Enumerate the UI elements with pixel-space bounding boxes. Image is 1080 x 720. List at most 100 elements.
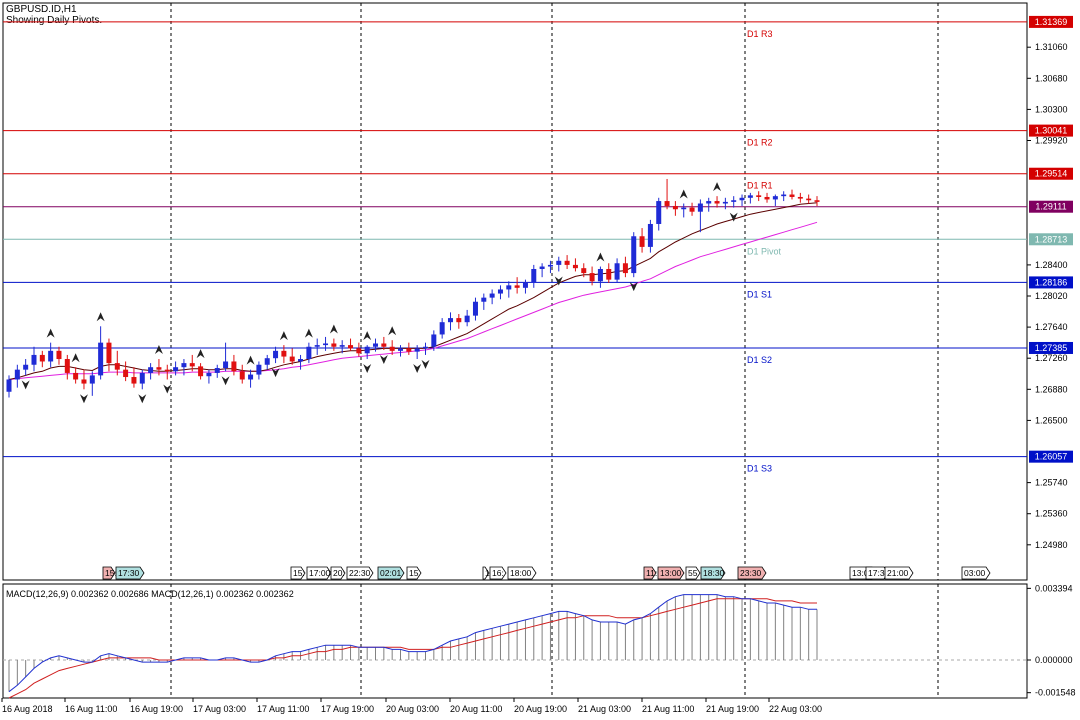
candle-body[interactable] <box>381 343 387 347</box>
candle-body[interactable] <box>64 359 70 373</box>
event-tag[interactable] <box>737 566 767 580</box>
candle-body[interactable] <box>456 318 462 323</box>
candle-body[interactable] <box>806 198 812 201</box>
event-tag[interactable] <box>306 566 332 580</box>
event-tag[interactable] <box>482 566 490 580</box>
candle-body[interactable] <box>173 367 179 372</box>
candle-body[interactable] <box>264 358 270 365</box>
candle-body[interactable] <box>14 369 20 380</box>
candle-body[interactable] <box>131 377 137 384</box>
candle-body[interactable] <box>497 289 503 294</box>
candle-body[interactable] <box>739 197 745 201</box>
candle-body[interactable] <box>756 195 762 197</box>
event-tag[interactable] <box>884 566 914 580</box>
candle-body[interactable] <box>506 285 512 290</box>
candle-body[interactable] <box>39 354 45 362</box>
candle-body[interactable] <box>547 264 553 267</box>
candle-body[interactable] <box>781 194 787 197</box>
candle-body[interactable] <box>772 196 778 200</box>
candle-body[interactable] <box>389 346 395 351</box>
candle-body[interactable] <box>797 196 803 199</box>
candle-body[interactable] <box>206 372 212 377</box>
candle-body[interactable] <box>331 343 337 347</box>
candle-body[interactable] <box>181 363 187 368</box>
candle-body[interactable] <box>56 350 62 360</box>
candle-body[interactable] <box>522 282 528 288</box>
candle-body[interactable] <box>123 369 129 378</box>
candle-body[interactable] <box>472 301 478 316</box>
event-tag[interactable] <box>489 566 507 580</box>
candle-body[interactable] <box>298 359 304 362</box>
candle-body[interactable] <box>214 368 220 373</box>
candle-body[interactable] <box>289 356 295 362</box>
candle-body[interactable] <box>106 342 112 364</box>
event-tag[interactable] <box>643 566 657 580</box>
candle-body[interactable] <box>406 348 412 352</box>
event-tag[interactable] <box>961 566 991 580</box>
candle-body[interactable] <box>664 201 670 206</box>
candle-body[interactable] <box>81 379 87 384</box>
event-tag[interactable] <box>290 566 306 580</box>
candle-body[interactable] <box>189 363 195 367</box>
candle-body[interactable] <box>747 195 753 198</box>
candle-body[interactable] <box>447 318 453 323</box>
candle-body[interactable] <box>248 374 254 380</box>
candle-body[interactable] <box>31 354 37 365</box>
event-tag[interactable] <box>700 566 726 580</box>
candle-body[interactable] <box>273 350 279 359</box>
event-tag[interactable] <box>115 566 145 580</box>
candle-body[interactable] <box>706 201 712 204</box>
candle-body[interactable] <box>414 348 420 352</box>
event-tag[interactable] <box>377 566 405 580</box>
event-tag[interactable] <box>330 566 346 580</box>
candle-body[interactable] <box>672 205 678 210</box>
candle-body[interactable] <box>814 200 820 202</box>
candle-body[interactable] <box>314 345 320 347</box>
candle-body[interactable] <box>281 350 287 357</box>
candle-body[interactable] <box>539 266 545 269</box>
candle-body[interactable] <box>531 268 537 283</box>
candle-body[interactable] <box>514 285 520 288</box>
candle-body[interactable] <box>764 196 770 200</box>
candle-body[interactable] <box>572 264 578 269</box>
candle-body[interactable] <box>323 343 329 346</box>
candle-body[interactable] <box>348 345 354 349</box>
candle-body[interactable] <box>398 348 404 351</box>
candle-body[interactable] <box>48 350 54 362</box>
candle-body[interactable] <box>339 345 345 347</box>
candle-body[interactable] <box>198 366 204 377</box>
candle-body[interactable] <box>556 260 562 265</box>
event-tag[interactable] <box>102 566 116 580</box>
candle-body[interactable] <box>306 346 312 360</box>
candle-body[interactable] <box>164 369 170 372</box>
candle-body[interactable] <box>622 263 628 274</box>
candle-body[interactable] <box>464 315 470 323</box>
candle-body[interactable] <box>114 363 120 370</box>
candle-body[interactable] <box>656 201 662 224</box>
candle-body[interactable] <box>647 223 653 247</box>
candle-body[interactable] <box>597 268 603 282</box>
candle-body[interactable] <box>697 203 703 212</box>
candle-body[interactable] <box>431 334 437 347</box>
candle-body[interactable] <box>631 236 637 274</box>
candle-body[interactable] <box>422 346 428 349</box>
candle-body[interactable] <box>6 379 12 392</box>
event-tag[interactable] <box>406 566 422 580</box>
candle-body[interactable] <box>89 375 95 384</box>
candle-body[interactable] <box>606 268 612 280</box>
candle-body[interactable] <box>223 361 229 369</box>
candle-body[interactable] <box>481 297 487 302</box>
candle-body[interactable] <box>356 348 362 354</box>
candle-body[interactable] <box>256 364 262 375</box>
candle-body[interactable] <box>731 200 737 202</box>
candle-body[interactable] <box>373 343 379 347</box>
candle-body[interactable] <box>589 273 595 282</box>
event-tag[interactable] <box>507 566 537 580</box>
candle-body[interactable] <box>614 263 620 280</box>
candle-body[interactable] <box>239 371 245 380</box>
candle-body[interactable] <box>23 364 29 370</box>
candle-body[interactable] <box>722 201 728 204</box>
candle-body[interactable] <box>148 367 154 373</box>
